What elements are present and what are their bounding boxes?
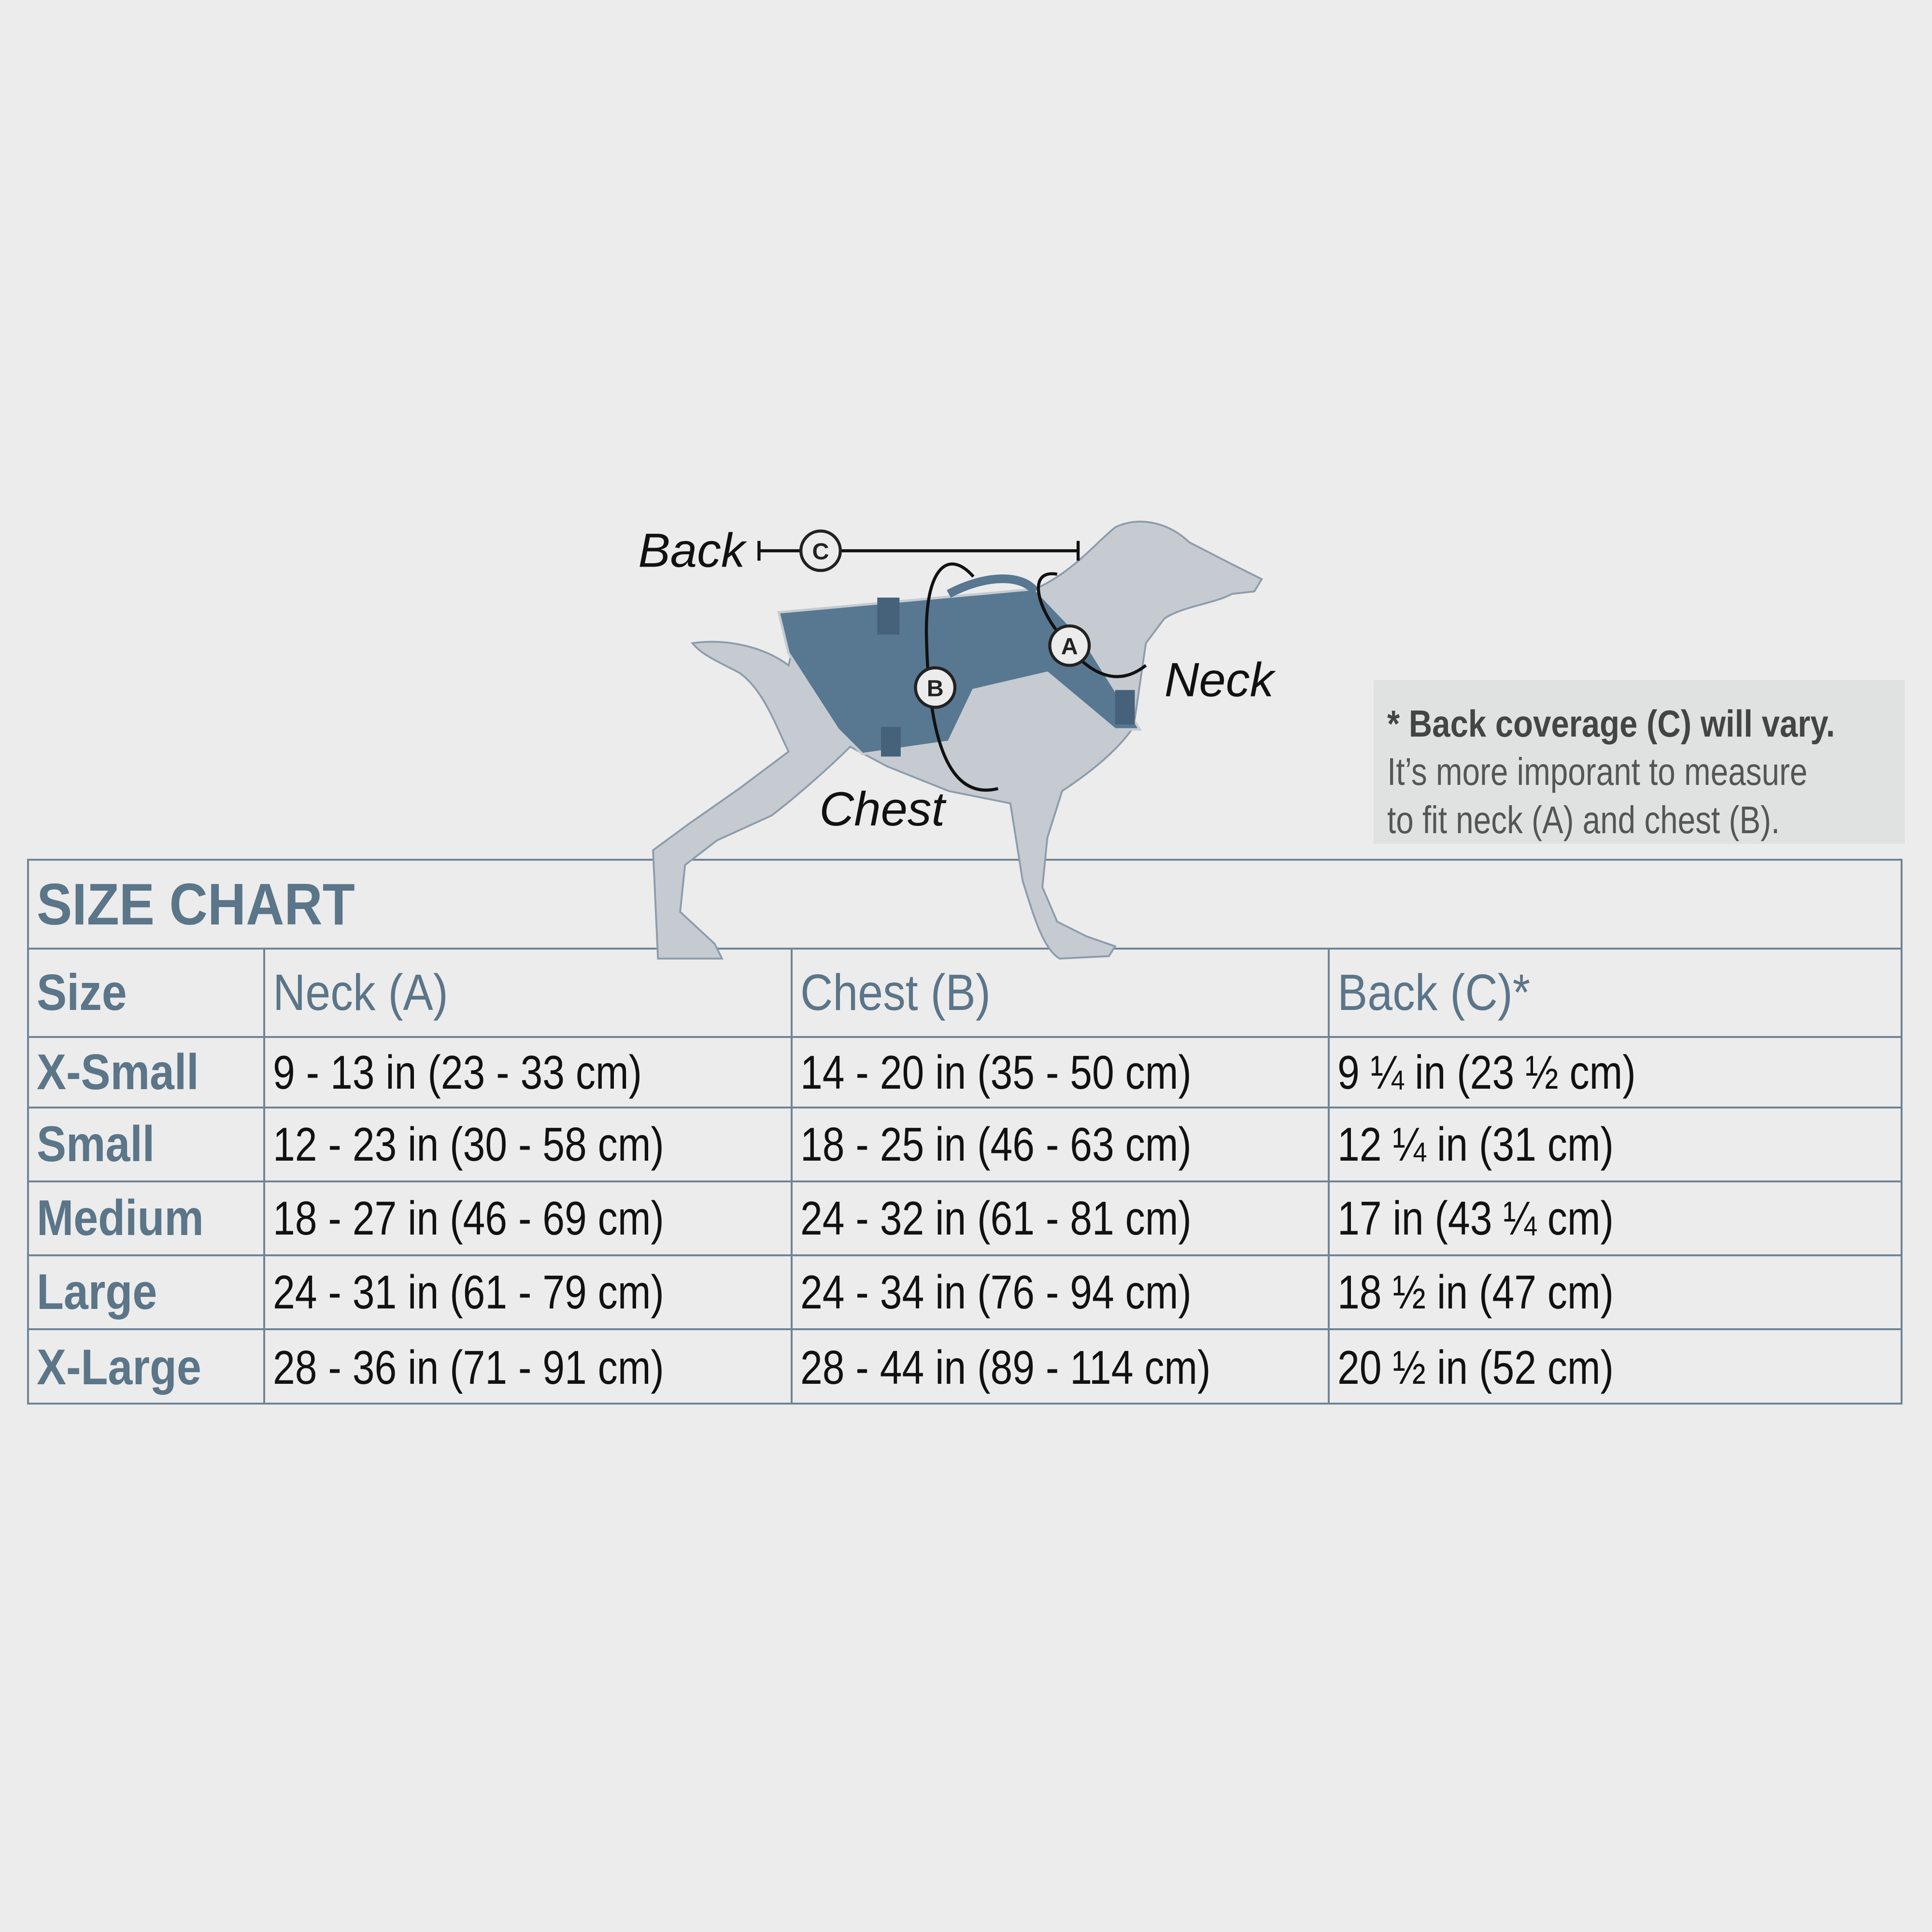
cell-size: X-Large xyxy=(29,1330,263,1405)
marker-a-icon xyxy=(1048,624,1091,667)
back-label: Back xyxy=(638,524,747,577)
cell-back: 17 in (43 ¼ cm) xyxy=(1328,1182,1901,1254)
marker-c-icon xyxy=(799,529,842,572)
cell-neck: 18 - 27 in (46 - 69 cm) xyxy=(263,1182,791,1254)
back-value: 9 ¼ in (23 ½ cm) xyxy=(1337,1045,1636,1099)
table-row: X-Large 28 - 36 in (71 - 91 cm) 28 - 44 in… xyxy=(29,1330,1901,1405)
cell-neck: 12 - 23 in (30 - 58 cm) xyxy=(263,1108,791,1180)
cell-size: X-Small xyxy=(29,1038,263,1107)
back-measure-line xyxy=(757,540,1080,561)
neck-value: 28 - 36 in (71 - 91 cm) xyxy=(273,1340,664,1394)
back-value: 18 ½ in (47 cm) xyxy=(1337,1265,1614,1319)
back-value: 12 ¼ in (31 cm) xyxy=(1337,1118,1614,1171)
back-value: 20 ½ in (52 cm) xyxy=(1337,1340,1614,1394)
life-jacket-vest xyxy=(777,574,1142,757)
marker-a-label: A xyxy=(1061,634,1078,660)
chest-value: 18 - 25 in (46 - 63 cm) xyxy=(800,1118,1192,1171)
size-value: Small xyxy=(37,1116,155,1172)
chest-value: 24 - 32 in (61 - 81 cm) xyxy=(800,1192,1192,1245)
neck-measure-arrow xyxy=(1037,572,1147,678)
cell-chest: 18 - 25 in (46 - 63 cm) xyxy=(791,1108,1328,1180)
cell-chest: 28 - 44 in (89 - 114 cm) xyxy=(791,1330,1328,1405)
neck-value: 24 - 31 in (61 - 79 cm) xyxy=(273,1265,664,1319)
size-value: X-Large xyxy=(37,1339,201,1395)
table-row: Small 12 - 23 in (30 - 58 cm) 18 - 25 in (… xyxy=(29,1108,1901,1182)
table-row: X-Small 9 - 13 in (23 - 33 cm) 14 - 20 in … xyxy=(29,1038,1901,1108)
neck-value: 18 - 27 in (46 - 69 cm) xyxy=(273,1192,664,1245)
chest-measure-arrow xyxy=(924,562,999,792)
neck-value: 12 - 23 in (30 - 58 cm) xyxy=(273,1118,664,1171)
chest-value: 28 - 44 in (89 - 114 cm) xyxy=(800,1340,1211,1394)
header-size: Size xyxy=(37,964,127,1021)
size-value: Medium xyxy=(37,1190,204,1246)
marker-b-label: B xyxy=(927,675,944,701)
note-line-2: to fit neck (A) and chest (B). xyxy=(1387,798,1780,841)
table-row: Medium 18 - 27 in (46 - 69 cm) 24 - 32 in … xyxy=(29,1182,1901,1256)
back-value: 17 in (43 ¼ cm) xyxy=(1337,1192,1614,1245)
table-header-row: Size Neck (A) Chest (B) Back (C)* xyxy=(29,950,1901,1038)
table-row: Large 24 - 31 in (61 - 79 cm) 24 - 34 in (… xyxy=(29,1256,1901,1330)
table-title-row: SIZE CHART xyxy=(29,861,1901,950)
vest-buckle xyxy=(881,727,901,757)
vest-buckle xyxy=(1115,690,1135,724)
size-value: Large xyxy=(37,1264,157,1320)
cell-size: Large xyxy=(29,1256,263,1328)
cell-neck: 28 - 36 in (71 - 91 cm) xyxy=(263,1330,791,1405)
size-chart-table: SIZE CHART Size Neck (A) Chest (B) Back … xyxy=(27,859,1903,1405)
chest-value: 24 - 34 in (76 - 94 cm) xyxy=(800,1265,1192,1319)
cell-back: 20 ½ in (52 cm) xyxy=(1328,1330,1901,1405)
header-chest: Chest (B) xyxy=(800,964,991,1021)
cell-chest: 24 - 34 in (76 - 94 cm) xyxy=(791,1256,1328,1328)
cell-chest: 24 - 32 in (61 - 81 cm) xyxy=(791,1182,1328,1254)
cell-size: Medium xyxy=(29,1182,263,1254)
table-title: SIZE CHART xyxy=(37,871,355,937)
header-neck: Neck (A) xyxy=(273,964,448,1021)
cell-back: 18 ½ in (47 cm) xyxy=(1328,1256,1901,1328)
marker-b-icon xyxy=(914,666,957,709)
vest-buckle xyxy=(877,597,900,635)
marker-c-label: C xyxy=(812,539,829,565)
size-value: X-Small xyxy=(37,1044,199,1100)
cell-chest: 14 - 20 in (35 - 50 cm) xyxy=(791,1038,1328,1107)
back-coverage-note: * Back coverage (C) will vary. It’s more… xyxy=(1374,680,1905,844)
note-line-1: It’s more imporant to measure xyxy=(1387,750,1808,793)
note-heading: * Back coverage (C) will vary. xyxy=(1387,702,1835,745)
cell-size: Small xyxy=(29,1108,263,1180)
chest-value: 14 - 20 in (35 - 50 cm) xyxy=(800,1045,1192,1099)
cell-back: 12 ¼ in (31 cm) xyxy=(1328,1108,1901,1180)
cell-back: 9 ¼ in (23 ½ cm) xyxy=(1328,1038,1901,1107)
neck-label: Neck xyxy=(1165,653,1276,707)
header-back: Back (C)* xyxy=(1337,964,1531,1021)
cell-neck: 9 - 13 in (23 - 33 cm) xyxy=(263,1038,791,1107)
chest-label: Chest xyxy=(819,782,947,836)
neck-value: 9 - 13 in (23 - 33 cm) xyxy=(273,1045,642,1099)
cell-neck: 24 - 31 in (61 - 79 cm) xyxy=(263,1256,791,1328)
